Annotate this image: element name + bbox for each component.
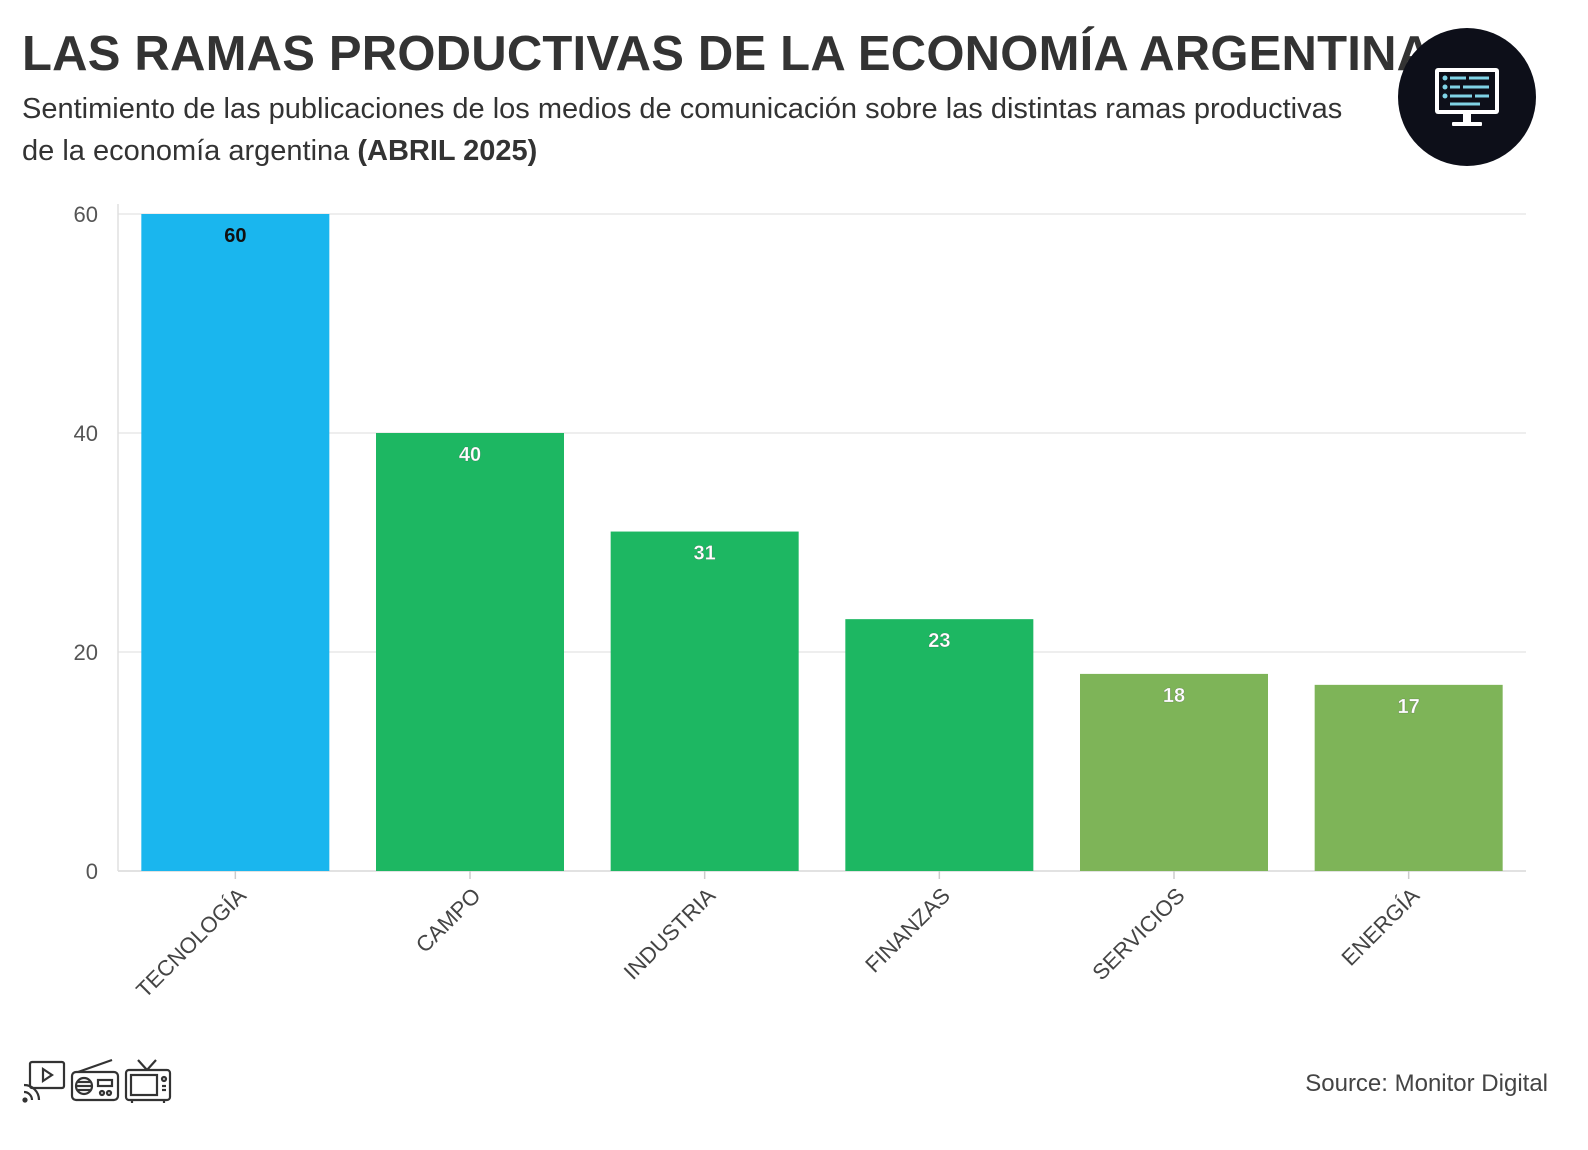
source-note: Source: Monitor Digital <box>1305 1070 1548 1097</box>
x-tick-label: CAMPO <box>411 883 486 958</box>
data-label: 17 <box>1398 696 1420 718</box>
y-tick-label: 0 <box>86 859 98 884</box>
bar-servicios <box>1080 673 1268 871</box>
x-tick-label: SERVICIOS <box>1087 883 1189 985</box>
chart-subtitle: Sentimiento de las publicaciones de los … <box>22 88 1352 172</box>
x-tick-label: ENERGÍA <box>1336 883 1424 971</box>
subtitle-period: (ABRIL 2025) <box>357 135 538 167</box>
radio-icon <box>70 1058 120 1102</box>
bar-finanzas <box>845 619 1034 871</box>
bar-chart: 0 20 40 60 60 TECNOLOGÍA 40 CAMPO 31 INDUSTRIA 23 F… <box>74 202 1526 1003</box>
chart-title: LAS RAMAS PRODUCTIVAS DE LA ECONOMÍA ARG… <box>22 27 1433 81</box>
y-tick-label: 60 <box>74 202 98 227</box>
monitor-icon <box>1398 28 1536 166</box>
x-tick-label: INDUSTRIA <box>619 883 721 985</box>
tv-icon <box>124 1059 172 1103</box>
bar-tecnología <box>141 214 330 871</box>
x-tick-label: FINANZAS <box>860 883 955 978</box>
y-tick-label: 40 <box>74 421 98 446</box>
y-tick-label: 20 <box>74 640 98 665</box>
media-stream-icon <box>22 1060 66 1103</box>
media-icons <box>22 1058 182 1109</box>
data-label: 23 <box>928 630 950 652</box>
data-label: 60 <box>224 225 246 247</box>
data-label: 31 <box>694 543 716 565</box>
bar-energía <box>1314 684 1503 871</box>
data-label: 18 <box>1163 685 1185 707</box>
bar-industria <box>610 531 799 871</box>
x-tick-label: TECNOLOGÍA <box>131 883 251 1003</box>
data-label: 40 <box>459 444 481 466</box>
bar-campo <box>376 433 564 871</box>
subtitle-text: Sentimiento de las publicaciones de los … <box>22 93 1343 167</box>
